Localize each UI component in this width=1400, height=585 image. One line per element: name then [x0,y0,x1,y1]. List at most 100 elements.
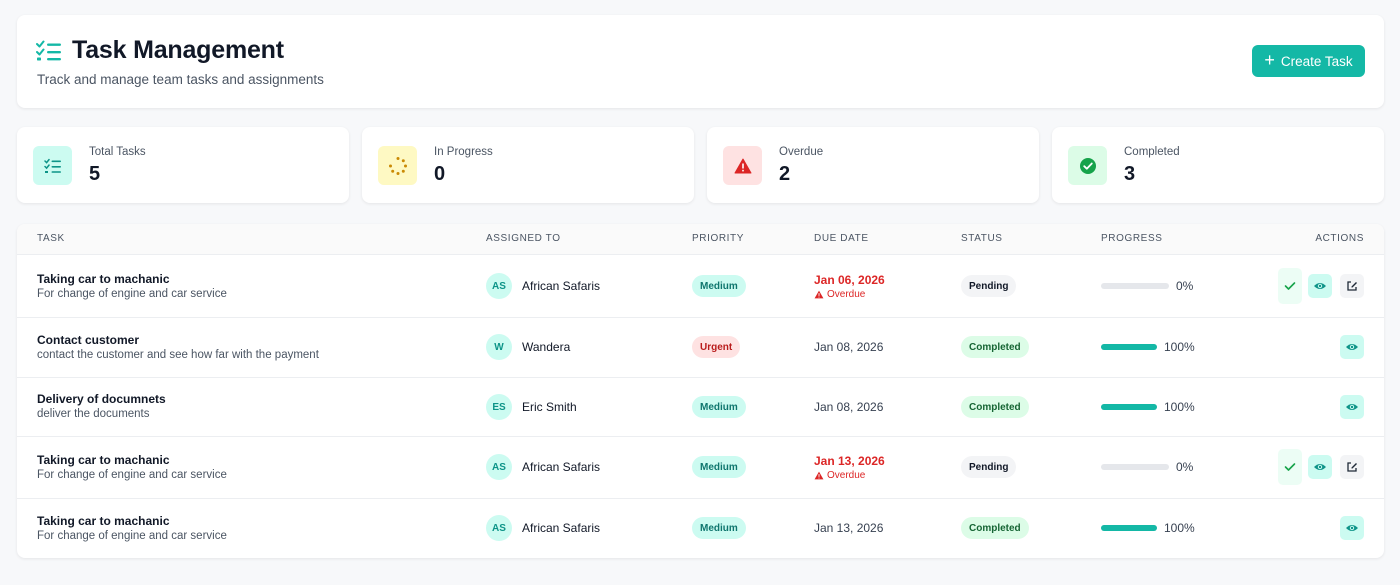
progress-text: 100% [1164,340,1195,354]
avatar: AS [486,273,512,299]
title-row: Task Management [36,36,284,65]
warning-icon [723,146,762,185]
avatar: ES [486,394,512,420]
progress-bar [1101,464,1169,470]
stat-card-in-progress: In Progress 0 [362,127,694,203]
task-description: For change of engine and car service [37,288,227,300]
due-date: Jan 08, 2026 [814,340,884,354]
column-header-assigned-to: ASSIGNED TO [486,233,561,244]
status-badge: Completed [961,396,1029,418]
table-row: Taking car to machanic For change of eng… [17,499,1384,558]
task-description: For change of engine and car service [37,469,227,481]
overdue-indicator: Overdue [814,289,865,300]
eye-icon [1346,525,1358,531]
warning-icon [814,290,824,299]
view-button[interactable] [1308,455,1332,479]
view-button[interactable] [1340,516,1364,540]
table-row: Delivery of documnets deliver the docume… [17,378,1384,437]
eye-icon [1314,464,1326,470]
due-date: Jan 08, 2026 [814,400,884,414]
stat-card-overdue: Overdue 2 [707,127,1039,203]
task-title[interactable]: Taking car to machanic [37,453,170,467]
progress-text: 0% [1176,279,1194,293]
tasks-table: TASK ASSIGNED TO PRIORITY DUE DATE STATU… [17,224,1384,558]
edit-button[interactable] [1340,274,1364,298]
overdue-label: Overdue [827,470,866,481]
status-badge: Pending [961,456,1017,478]
progress-fill [1101,404,1157,410]
stat-card-total-tasks: Total Tasks 5 [17,127,349,203]
priority-badge: Medium [692,275,746,297]
avatar: AS [486,454,512,480]
assignee-name: African Safaris [522,521,601,535]
column-header-status: STATUS [961,233,1003,244]
task-list-icon [36,40,62,62]
progress-text: 100% [1164,521,1195,535]
stat-value: 0 [434,163,446,185]
progress-bar [1101,525,1157,531]
task-description: For change of engine and car service [37,530,227,542]
progress-fill [1101,525,1157,531]
status-badge: Completed [961,336,1029,358]
status-badge: Pending [961,275,1017,297]
column-header-actions: ACTIONS [1315,233,1364,244]
overdue-label: Overdue [827,289,866,300]
overdue-indicator: Overdue [814,470,865,481]
create-task-label: Create Task [1280,53,1353,69]
column-header-task: TASK [37,233,65,244]
task-description: deliver the documents [37,408,150,420]
task-title[interactable]: Delivery of documnets [37,392,166,406]
progress-bar [1101,283,1169,289]
progress-fill [1101,344,1157,350]
due-date: Jan 13, 2026 [814,521,884,535]
warning-icon [814,471,824,480]
stat-label: Overdue [779,146,824,158]
plus-icon: + [1264,50,1275,70]
progress-bar [1101,344,1157,350]
table-row: Taking car to machanic For change of eng… [17,255,1384,318]
column-header-progress: PROGRESS [1101,233,1163,244]
edit-icon [1347,281,1357,291]
task-title[interactable]: Taking car to machanic [37,272,170,286]
column-header-priority: PRIORITY [692,233,745,244]
progress-text: 100% [1164,400,1195,414]
column-header-due-date: DUE DATE [814,233,869,244]
edit-button[interactable] [1340,455,1364,479]
eye-icon [1314,283,1326,289]
check-circle-icon [1068,146,1107,185]
task-description: contact the customer and see how far wit… [37,349,319,361]
view-button[interactable] [1340,335,1364,359]
avatar: W [486,334,512,360]
task-title[interactable]: Taking car to machanic [37,514,170,528]
table-header: TASK ASSIGNED TO PRIORITY DUE DATE STATU… [17,224,1384,255]
check-icon [1284,282,1296,290]
stat-value: 2 [779,163,791,185]
view-button[interactable] [1340,395,1364,419]
spinner-icon [378,146,417,185]
due-date: Jan 06, 2026 [814,273,885,287]
priority-badge: Medium [692,517,746,539]
table-row: Taking car to machanic For change of eng… [17,437,1384,499]
eye-icon [1346,344,1358,350]
check-icon [1284,463,1296,471]
progress-bar [1101,404,1157,410]
assignee-name: African Safaris [522,460,601,474]
view-button[interactable] [1308,274,1332,298]
stat-label: Total Tasks [89,146,146,158]
priority-badge: Urgent [692,336,741,358]
eye-icon [1346,404,1358,410]
stat-label: Completed [1124,146,1180,158]
page-header: Task Management Track and manage team ta… [17,15,1384,108]
due-date: Jan 13, 2026 [814,454,885,468]
assignee-name: African Safaris [522,279,601,293]
task-title[interactable]: Contact customer [37,333,140,347]
complete-button[interactable] [1278,449,1302,485]
create-task-button[interactable]: + Create Task [1252,45,1365,77]
edit-icon [1347,462,1357,472]
status-badge: Completed [961,517,1029,539]
assignee-name: Wandera [522,340,571,354]
complete-button[interactable] [1278,268,1302,304]
stat-label: In Progress [434,146,493,158]
progress-text: 0% [1176,460,1194,474]
assignee-name: Eric Smith [522,400,577,414]
